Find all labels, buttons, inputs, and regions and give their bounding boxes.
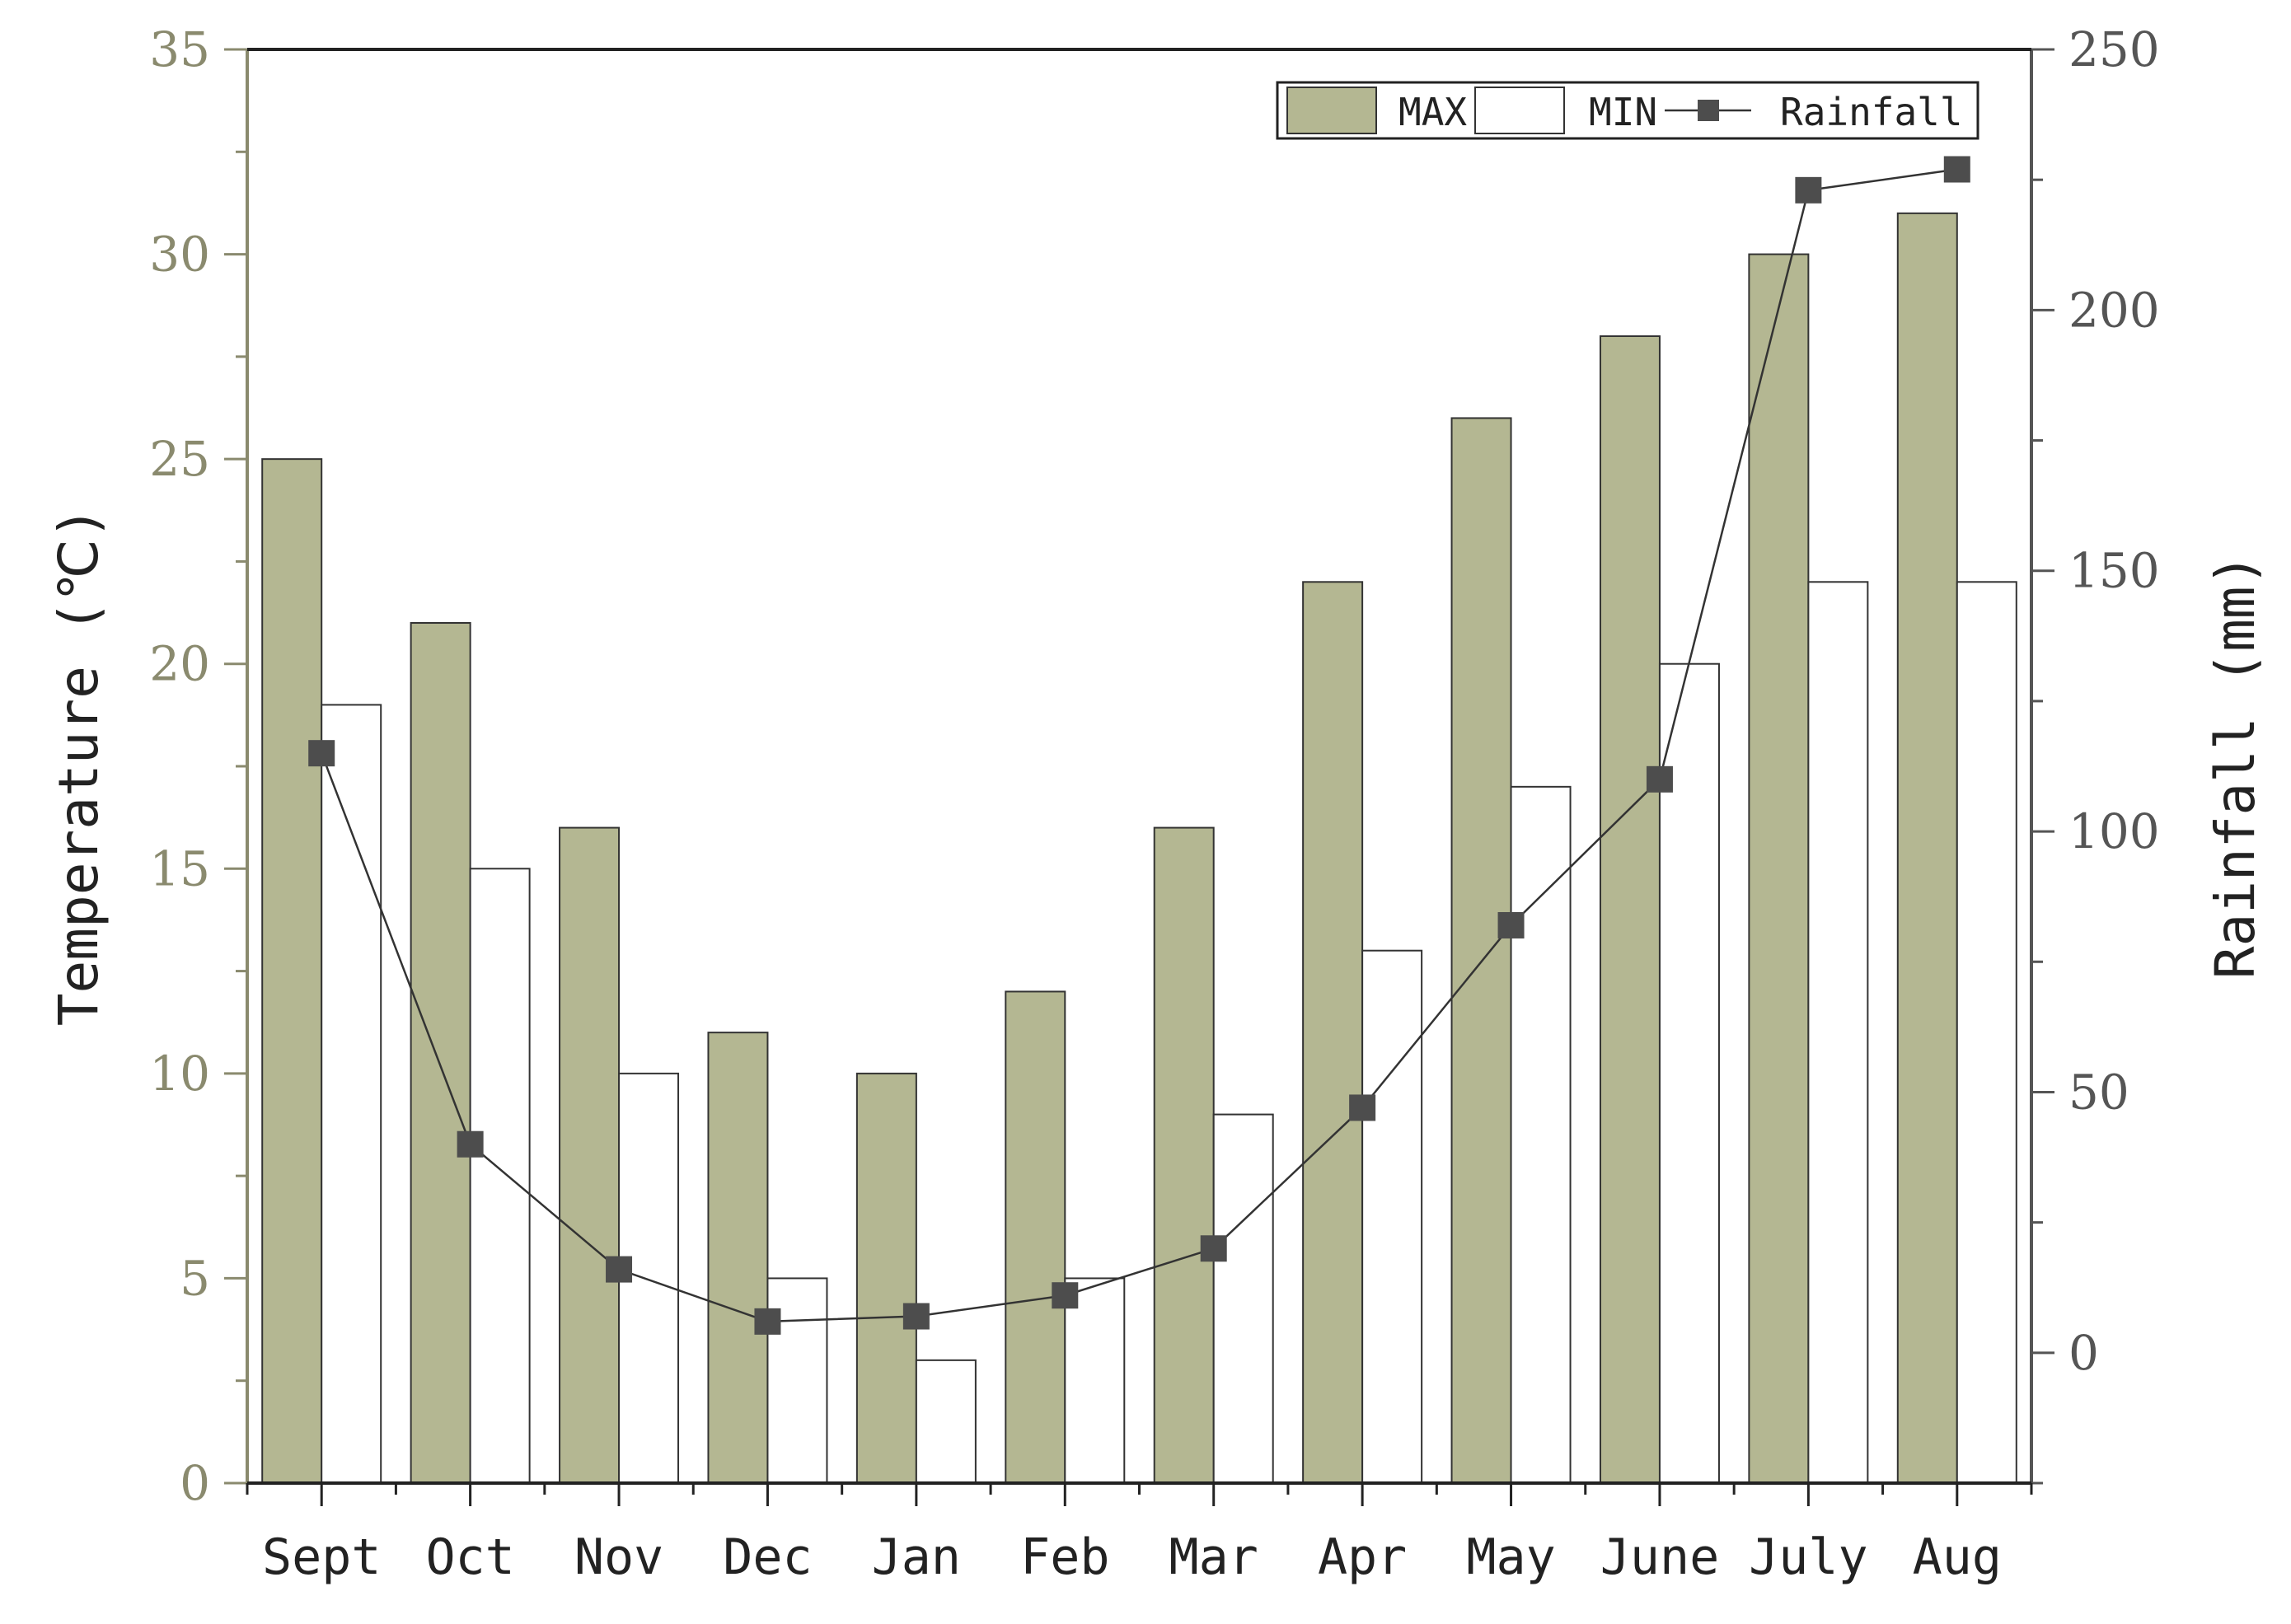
left-tick-label: 15 [149,840,210,896]
category-label-nov: Nov [574,1528,663,1586]
category-label-apr: Apr [1318,1528,1407,1586]
bar-min-mar [1212,1113,1274,1484]
right-tick-label: 0 [2068,1325,2099,1381]
rainfall-point-mar [1200,1235,1227,1262]
left-tick-label: 0 [180,1455,210,1511]
rainfall-point-may [1497,911,1525,938]
bar-max-feb [1005,990,1066,1484]
category-label-june: June [1600,1528,1720,1586]
bar-max-may [1450,417,1512,1484]
y2-axis-title: Rainfall (mm) [2204,554,2267,980]
left-tick-label: 25 [149,431,210,487]
bar-min-aug [1956,581,2017,1484]
bar-min-feb [1064,1277,1126,1485]
legend-frame [1276,81,1979,140]
right-tick-label: 100 [2068,803,2160,859]
legend-rainfall-label: Rainfall [1780,90,1963,134]
rainfall-point-dec [754,1308,781,1335]
rainfall-line [321,168,1957,1323]
bar-max-june [1599,335,1661,1484]
category-label-may: May [1466,1528,1555,1586]
bar-min-jan [915,1359,977,1485]
category-label-sept: Sept [262,1528,382,1586]
bar-max-july [1748,253,1810,1485]
bar-min-july [1807,581,1869,1484]
right-tick-label: 250 [2068,21,2160,77]
bar-min-oct [469,868,531,1485]
category-label-mar: Mar [1169,1528,1258,1586]
rainfall-point-sept [308,740,335,767]
right-tick-label: 50 [2068,1064,2129,1120]
category-label-aug: Aug [1913,1528,2002,1586]
left-tick-label: 20 [149,636,210,692]
legend-max-swatch [1286,87,1377,134]
bar-max-nov [559,826,621,1484]
legend: MAX MIN Rainfall [1276,81,1979,140]
right-tick-label: 200 [2068,282,2160,338]
left-tick-label: 5 [180,1250,210,1306]
bar-max-dec [707,1032,769,1484]
category-label-dec: Dec [723,1528,812,1586]
rainfall-point-feb [1052,1282,1079,1309]
bar-max-oct [410,622,471,1484]
bar-min-may [1510,785,1572,1484]
left-tick-label: 35 [149,21,210,77]
bar-max-sept [261,458,323,1485]
category-label-feb: Feb [1020,1528,1109,1586]
rainfall-point-jan [902,1303,930,1330]
category-label-oct: Oct [425,1528,514,1586]
bar-max-aug [1896,212,1958,1484]
rainfall-line-layer [308,156,1970,1335]
bars-layer [261,212,2017,1485]
bar-min-apr [1361,949,1423,1484]
rainfall-point-july [1795,176,1822,204]
rainfall-point-oct [457,1130,484,1158]
legend-min-label: MIN [1589,90,1657,134]
bar-min-sept [321,704,382,1484]
rainfall-point-nov [606,1256,633,1283]
bar-max-jan [855,1072,917,1485]
left-tick-label: 30 [149,227,210,283]
right-tick-label: 150 [2068,543,2160,599]
bar-max-apr [1302,581,1364,1484]
rainfall-point-june [1646,765,1673,793]
rainfall-point-aug [1943,156,1970,183]
category-label-jan: Jan [872,1528,961,1586]
legend-rainfall-marker [1698,100,1719,121]
legend-max-label: MAX [1398,90,1467,134]
rainfall-point-apr [1349,1094,1376,1121]
left-tick-label: 10 [149,1046,210,1102]
legend-min-swatch [1474,87,1565,134]
category-label-july: July [1749,1528,1868,1586]
category-labels: Sept Oct Nov Dec Jan Feb Mar Apr May June July Aug [246,1483,2033,1586]
right-axis-ticks: 0 50 100 150 200 250 [2031,21,2160,1485]
bar-max-mar [1153,826,1215,1484]
left-axis-ticks: 0 5 10 15 20 25 30 35 [149,21,247,1511]
y-axis-title: Temperature (℃) [47,507,110,1026]
